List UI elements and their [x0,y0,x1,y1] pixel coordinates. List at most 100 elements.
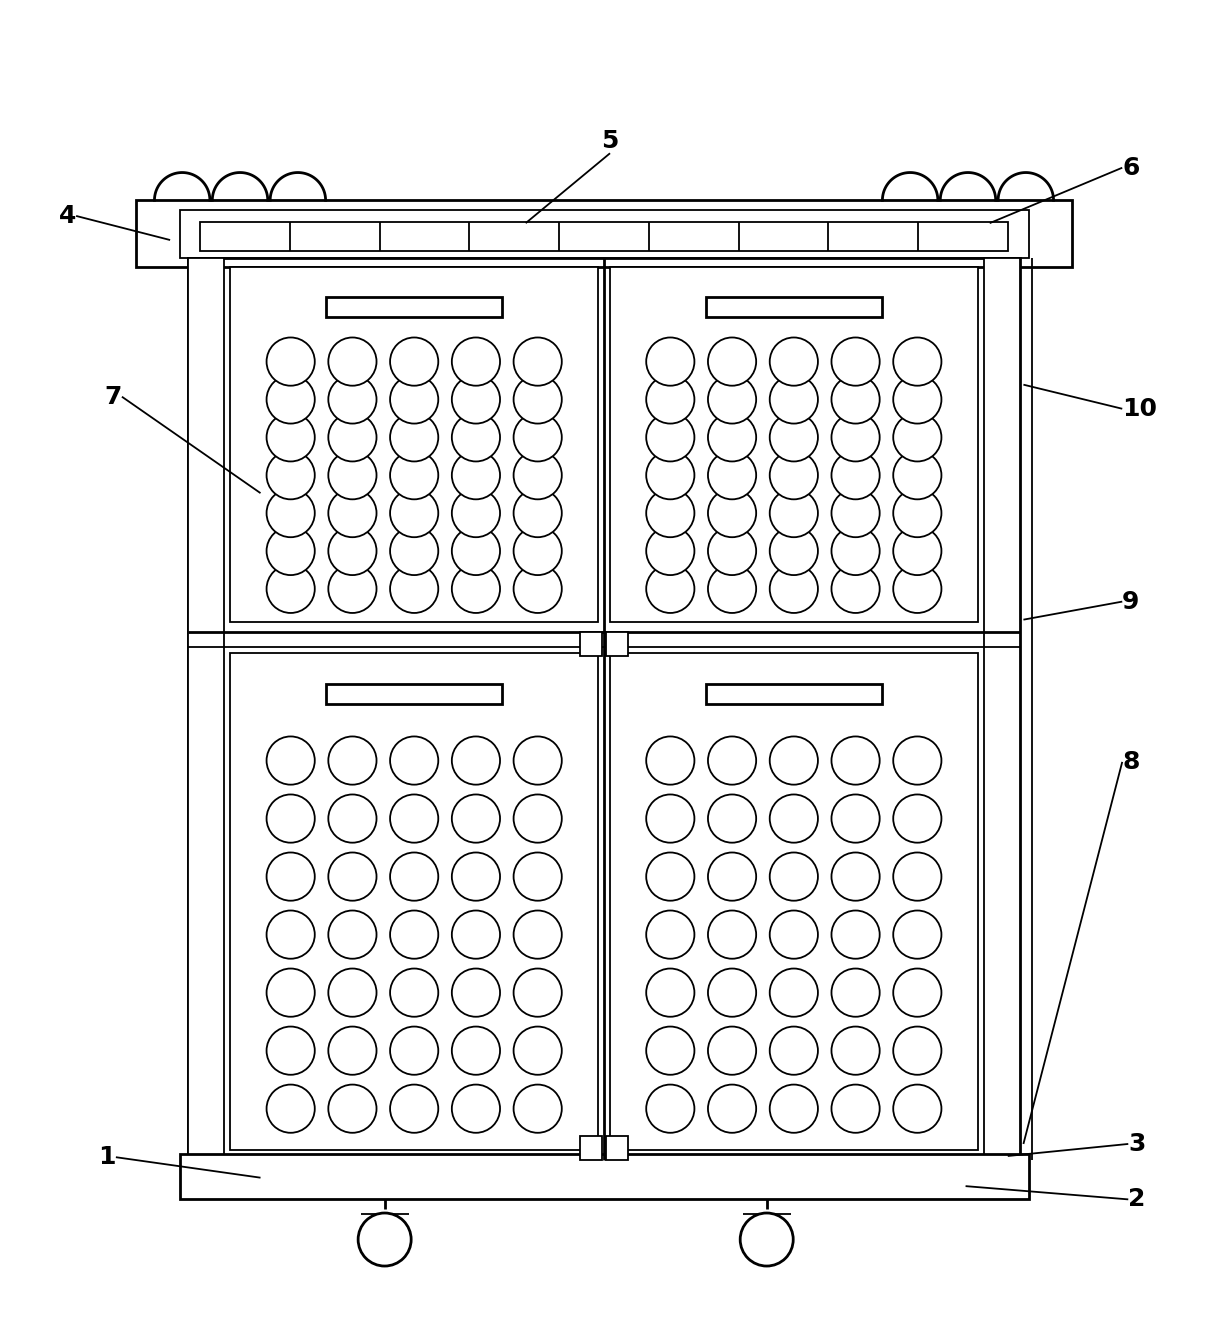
Circle shape [831,968,879,1017]
Text: 4: 4 [59,204,76,228]
Circle shape [329,526,377,575]
Bar [326,297,503,317]
Bar [137,200,1071,266]
Circle shape [390,451,439,500]
Text: 2: 2 [1128,1187,1145,1211]
Bar [180,1154,1029,1199]
Bar [231,266,598,622]
Circle shape [390,565,439,612]
Circle shape [513,451,562,500]
Circle shape [513,526,562,575]
Circle shape [646,968,695,1017]
Circle shape [452,1085,500,1132]
Circle shape [513,853,562,901]
Circle shape [769,1026,818,1074]
Circle shape [831,337,879,385]
Circle shape [769,853,818,901]
Circle shape [831,1026,879,1074]
Circle shape [267,1026,315,1074]
Bar [188,258,225,1159]
Circle shape [452,375,500,423]
Circle shape [893,337,941,385]
Circle shape [769,526,818,575]
Circle shape [452,565,500,612]
Circle shape [893,1085,941,1132]
Circle shape [831,526,879,575]
Circle shape [452,911,500,959]
Circle shape [893,1026,941,1074]
Bar [580,631,602,655]
Circle shape [513,1085,562,1132]
Circle shape [267,795,315,842]
Circle shape [708,451,756,500]
Circle shape [452,736,500,784]
Circle shape [893,853,941,901]
Circle shape [329,414,377,462]
Text: 7: 7 [105,384,122,408]
Bar [188,258,1020,1159]
Circle shape [267,414,315,462]
Circle shape [452,337,500,385]
Circle shape [831,736,879,784]
Circle shape [769,795,818,842]
Circle shape [329,736,377,784]
Circle shape [831,795,879,842]
Circle shape [390,526,439,575]
Circle shape [646,489,695,537]
Text: 5: 5 [602,129,618,153]
Text: 6: 6 [1122,156,1139,180]
Circle shape [769,451,818,500]
Circle shape [708,375,756,423]
Circle shape [831,489,879,537]
Circle shape [329,337,377,385]
Text: 9: 9 [1122,590,1139,614]
Circle shape [267,853,315,901]
Circle shape [452,489,500,537]
Circle shape [267,736,315,784]
Circle shape [329,853,377,901]
Circle shape [267,1085,315,1132]
Circle shape [769,968,818,1017]
Circle shape [390,414,439,462]
Circle shape [329,911,377,959]
Circle shape [893,375,941,423]
Bar [610,266,977,622]
Circle shape [769,337,818,385]
Circle shape [646,451,695,500]
Bar [231,654,598,1150]
Circle shape [831,565,879,612]
Circle shape [452,451,500,500]
Circle shape [646,414,695,462]
Circle shape [831,853,879,901]
Circle shape [390,337,439,385]
Circle shape [769,414,818,462]
Bar [201,222,1007,251]
Circle shape [646,795,695,842]
Circle shape [831,911,879,959]
Circle shape [831,1085,879,1132]
Circle shape [329,489,377,537]
Circle shape [390,968,439,1017]
Circle shape [893,911,941,959]
Circle shape [708,736,756,784]
Bar [326,684,503,704]
Bar [580,1136,602,1159]
Circle shape [769,736,818,784]
Circle shape [708,565,756,612]
Circle shape [513,795,562,842]
Circle shape [452,795,500,842]
Circle shape [329,375,377,423]
Circle shape [513,911,562,959]
Circle shape [513,337,562,385]
Circle shape [329,451,377,500]
Circle shape [267,565,315,612]
Circle shape [390,1085,439,1132]
Circle shape [893,451,941,500]
Circle shape [513,736,562,784]
Bar [606,1136,628,1159]
Circle shape [267,375,315,423]
Circle shape [267,526,315,575]
Text: 1: 1 [98,1146,116,1170]
Circle shape [769,489,818,537]
Circle shape [708,1085,756,1132]
